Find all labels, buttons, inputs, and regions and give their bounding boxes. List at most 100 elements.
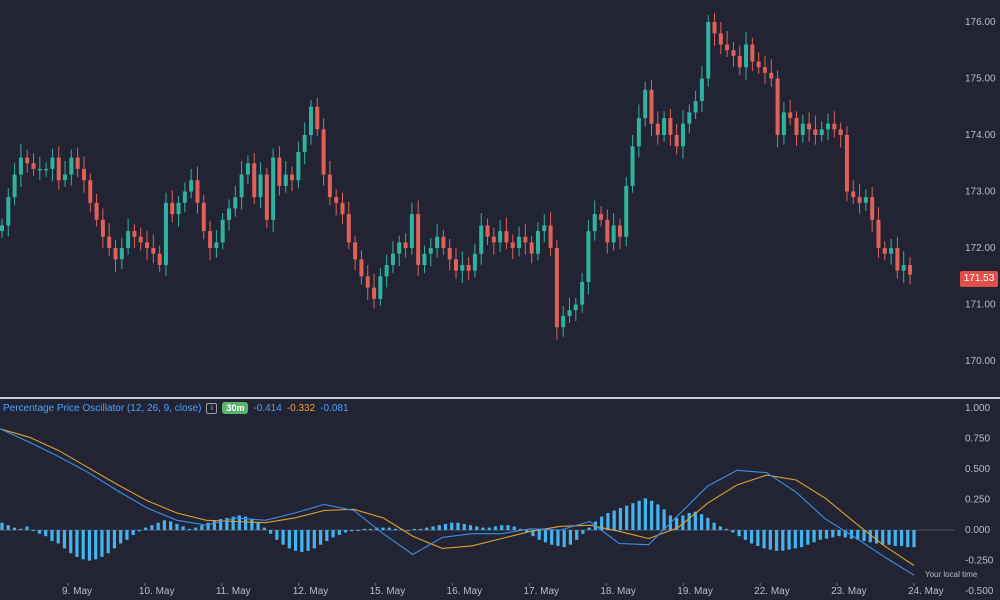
candle-body[interactable] — [119, 248, 124, 260]
candlestick-series[interactable] — [0, 12, 912, 340]
price-axis[interactable]: 170.00 171.00 172.00 173.00 174.00 175.00 176.… — [965, 17, 996, 367]
candle-body[interactable] — [851, 191, 856, 198]
candle-body[interactable] — [233, 197, 238, 209]
candle-body[interactable] — [649, 89, 654, 124]
candle-body[interactable] — [258, 174, 263, 198]
candle-body[interactable] — [744, 44, 749, 68]
candle-body[interactable] — [145, 242, 150, 249]
candle-body[interactable] — [498, 231, 503, 243]
candle-body[interactable] — [573, 304, 578, 311]
candle-body[interactable] — [788, 112, 793, 119]
candle-body[interactable] — [346, 214, 351, 243]
candle-body[interactable] — [75, 157, 80, 169]
candle-body[interactable] — [731, 50, 736, 56]
candle-body[interactable] — [353, 242, 358, 260]
candle-body[interactable] — [195, 180, 200, 203]
candle-body[interactable] — [422, 253, 427, 265]
candle-body[interactable] — [397, 242, 402, 254]
candle-body[interactable] — [18, 157, 23, 175]
candle-body[interactable] — [630, 146, 635, 186]
candle-body[interactable] — [687, 112, 692, 124]
candle-body[interactable] — [132, 231, 137, 237]
candle-body[interactable] — [826, 123, 831, 130]
candle-body[interactable] — [800, 123, 805, 135]
candle-body[interactable] — [0, 225, 4, 232]
candle-body[interactable] — [409, 214, 414, 249]
candle-body[interactable] — [542, 225, 547, 232]
candle-body[interactable] — [889, 248, 894, 254]
candle-body[interactable] — [624, 185, 629, 237]
candle-body[interactable] — [264, 174, 269, 220]
candle-body[interactable] — [882, 248, 887, 254]
candle-body[interactable] — [807, 123, 812, 130]
candle-body[interactable] — [617, 225, 622, 237]
candle-body[interactable] — [643, 89, 648, 119]
candle-body[interactable] — [712, 21, 717, 34]
candle-body[interactable] — [523, 236, 528, 243]
candle-body[interactable] — [176, 202, 181, 215]
ppo-line[interactable] — [0, 428, 915, 576]
candle-body[interactable] — [151, 248, 156, 254]
candle-body[interactable] — [208, 231, 213, 249]
candle-body[interactable] — [737, 55, 742, 68]
candle-body[interactable] — [220, 219, 225, 243]
candle-body[interactable] — [384, 265, 389, 277]
candle-body[interactable] — [435, 236, 440, 249]
candle-body[interactable] — [611, 225, 616, 243]
info-icon[interactable]: i — [206, 402, 218, 414]
ppo-histogram[interactable] — [0, 498, 916, 561]
candle-body[interactable] — [529, 242, 534, 254]
candle-body[interactable] — [517, 236, 522, 249]
candle-body[interactable] — [794, 118, 799, 135]
candle-body[interactable] — [750, 44, 755, 62]
candle-body[interactable] — [252, 163, 257, 198]
candle-body[interactable] — [378, 276, 383, 299]
candle-body[interactable] — [447, 248, 452, 260]
candle-body[interactable] — [908, 265, 912, 275]
candle-body[interactable] — [201, 202, 206, 232]
candle-body[interactable] — [315, 106, 320, 130]
candle-body[interactable] — [510, 242, 515, 249]
candle-body[interactable] — [107, 236, 112, 249]
indicator-title[interactable]: Percentage Price Oscillator (12, 26, 9, … — [3, 402, 202, 414]
candle-body[interactable] — [182, 191, 187, 203]
candle-body[interactable] — [781, 112, 786, 135]
candle-body[interactable] — [580, 281, 585, 305]
candle-body[interactable] — [491, 236, 496, 243]
candle-body[interactable] — [88, 180, 93, 203]
candle-body[interactable] — [844, 135, 849, 192]
candle-body[interactable] — [668, 118, 673, 135]
candle-body[interactable] — [189, 180, 194, 192]
candle-body[interactable] — [271, 157, 276, 220]
candle-body[interactable] — [403, 242, 408, 249]
candle-body[interactable] — [454, 259, 458, 271]
candle-body[interactable] — [50, 157, 55, 169]
candle-body[interactable] — [44, 168, 49, 171]
candle-body[interactable] — [561, 315, 566, 328]
candle-body[interactable] — [504, 231, 509, 243]
candle-body[interactable] — [113, 248, 118, 260]
candle-body[interactable] — [63, 174, 68, 181]
candle-body[interactable] — [901, 265, 906, 271]
candle-body[interactable] — [674, 135, 679, 147]
candle-body[interactable] — [340, 202, 345, 215]
candle-body[interactable] — [12, 174, 17, 198]
candle-body[interactable] — [308, 106, 313, 135]
candle-body[interactable] — [479, 225, 484, 254]
candle-body[interactable] — [813, 129, 818, 135]
candle-body[interactable] — [290, 174, 295, 181]
candle-body[interactable] — [81, 168, 86, 181]
candle-body[interactable] — [769, 72, 774, 79]
candle-body[interactable] — [832, 123, 837, 130]
candle-body[interactable] — [170, 202, 175, 215]
candle-body[interactable] — [535, 231, 540, 254]
candle-body[interactable] — [56, 157, 61, 181]
indicator-axis[interactable]: 1.000 0.750 0.500 0.250 0.000 -0.250 -0.500 — [965, 403, 994, 597]
candle-body[interactable] — [296, 151, 301, 181]
candle-body[interactable] — [693, 101, 698, 113]
candle-body[interactable] — [390, 253, 395, 265]
candle-body[interactable] — [472, 253, 477, 271]
candle-body[interactable] — [214, 242, 219, 249]
candle-body[interactable] — [37, 168, 42, 171]
